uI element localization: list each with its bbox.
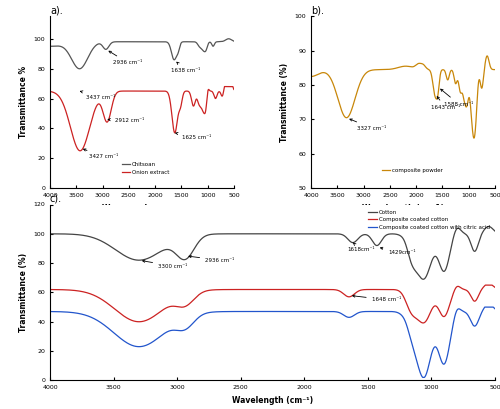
Text: 1625 cm⁻¹: 1625 cm⁻¹: [176, 133, 211, 140]
Composite coated cotton: [420, 321, 426, 326]
Cotton: [398, 233, 404, 238]
Composite coated cotton: [398, 290, 404, 294]
Line: Composite coated cotton with citric acid: Composite coated cotton with citric acid: [50, 307, 495, 378]
Legend: composite powder: composite powder: [380, 166, 445, 175]
composite powder: [308, 74, 314, 79]
Composite coated cotton with citric acid: [398, 312, 404, 317]
Composite coated cotton with citric acid: [480, 309, 486, 314]
Text: b).: b).: [311, 6, 324, 16]
Composite coated cotton: [482, 283, 488, 288]
Composite coated cotton with citric acid: [492, 306, 498, 311]
Composite coated cotton: [47, 287, 53, 292]
Line: composite powder: composite powder: [311, 56, 495, 138]
Line: Chitsoan: Chitsoan: [50, 39, 234, 69]
Line: Cotton: Cotton: [50, 227, 495, 279]
Chitsoan: [226, 36, 232, 41]
Chitsoan: [47, 44, 53, 49]
Onion extract: [226, 84, 232, 89]
composite powder: [392, 66, 398, 71]
Onion extract: [47, 89, 53, 94]
Chitsoan: [192, 40, 198, 45]
Composite coated cotton: [264, 287, 270, 292]
Composite coated cotton with citric acid: [252, 309, 258, 314]
composite powder: [471, 136, 477, 141]
Onion extract: [226, 84, 232, 89]
Cotton: [492, 229, 498, 234]
Text: a).: a).: [50, 6, 63, 16]
Composite coated cotton: [492, 285, 498, 290]
Text: 3437 cm⁻¹: 3437 cm⁻¹: [80, 91, 116, 99]
Onion extract: [192, 100, 198, 105]
composite powder: [487, 62, 493, 67]
X-axis label: Wavenumber cm⁻¹: Wavenumber cm⁻¹: [102, 204, 182, 213]
composite powder: [484, 54, 490, 58]
Text: 2912 cm⁻¹: 2912 cm⁻¹: [108, 119, 144, 124]
X-axis label: Wavelength (cm-1): Wavelength (cm-1): [362, 204, 444, 213]
Composite coated cotton: [252, 287, 258, 292]
Onion extract: [136, 89, 142, 94]
Chitsoan: [226, 36, 232, 41]
Y-axis label: Transmittance %: Transmittance %: [19, 66, 28, 138]
Onion extract: [222, 84, 228, 89]
Chitsoan: [226, 36, 232, 41]
Y-axis label: Transmittance (%): Transmittance (%): [19, 253, 28, 332]
Composite coated cotton with citric acid: [264, 309, 270, 314]
Text: 1638 cm⁻¹: 1638 cm⁻¹: [171, 62, 200, 73]
Text: 3327 cm⁻¹: 3327 cm⁻¹: [350, 119, 387, 131]
Composite coated cotton with citric acid: [47, 309, 53, 314]
Text: 1429cm⁻¹: 1429cm⁻¹: [380, 247, 416, 255]
Cotton: [420, 277, 426, 282]
Composite coated cotton with citric acid: [482, 305, 488, 310]
Chitsoan: [56, 44, 62, 49]
Chitsoan: [136, 39, 142, 44]
X-axis label: Wavelength (cm⁻¹): Wavelength (cm⁻¹): [232, 396, 313, 405]
composite powder: [398, 65, 404, 70]
Onion extract: [77, 148, 83, 153]
Composite coated cotton: [480, 286, 486, 291]
Cotton: [47, 231, 53, 236]
Text: 3427 cm⁻¹: 3427 cm⁻¹: [84, 149, 118, 159]
Text: c).: c).: [50, 194, 62, 204]
Cotton: [70, 232, 75, 237]
Legend: Chitsoan, Onion extract: Chitsoan, Onion extract: [120, 160, 172, 177]
Text: 1643 cm⁻¹: 1643 cm⁻¹: [431, 97, 460, 110]
Line: Composite coated cotton: Composite coated cotton: [50, 285, 495, 323]
Legend: Cotton, Composite coated cotton, Composite coated cotton with citric acid: Cotton, Composite coated cotton, Composi…: [366, 207, 492, 232]
Composite coated cotton with citric acid: [70, 310, 75, 315]
Text: 2936 cm⁻¹: 2936 cm⁻¹: [109, 51, 142, 65]
composite powder: [492, 67, 498, 72]
Composite coated cotton with citric acid: [479, 309, 485, 314]
composite powder: [318, 71, 324, 76]
Cotton: [264, 231, 270, 236]
Chitsoan: [231, 39, 237, 44]
Composite coated cotton with citric acid: [420, 375, 426, 380]
Cotton: [479, 231, 485, 236]
Onion extract: [231, 87, 237, 92]
Onion extract: [56, 94, 62, 99]
Text: 1618cm⁻¹: 1618cm⁻¹: [348, 243, 375, 252]
Y-axis label: Transmittance (%): Transmittance (%): [280, 63, 289, 142]
Line: Onion extract: Onion extract: [50, 87, 234, 151]
Text: 1588 cm⁻¹: 1588 cm⁻¹: [440, 89, 474, 107]
Text: 3300 cm⁻¹: 3300 cm⁻¹: [142, 260, 188, 269]
Composite coated cotton: [70, 288, 75, 293]
Cotton: [252, 231, 258, 236]
composite powder: [453, 81, 459, 86]
Text: 2936 cm⁻¹: 2936 cm⁻¹: [189, 256, 234, 263]
composite powder: [487, 63, 493, 67]
Cotton: [486, 224, 492, 229]
Chitsoan: [76, 66, 82, 71]
Cotton: [480, 230, 486, 235]
Onion extract: [132, 89, 138, 94]
Chitsoan: [132, 39, 138, 44]
Text: 1648 cm⁻¹: 1648 cm⁻¹: [352, 295, 401, 302]
Composite coated cotton: [479, 286, 485, 291]
